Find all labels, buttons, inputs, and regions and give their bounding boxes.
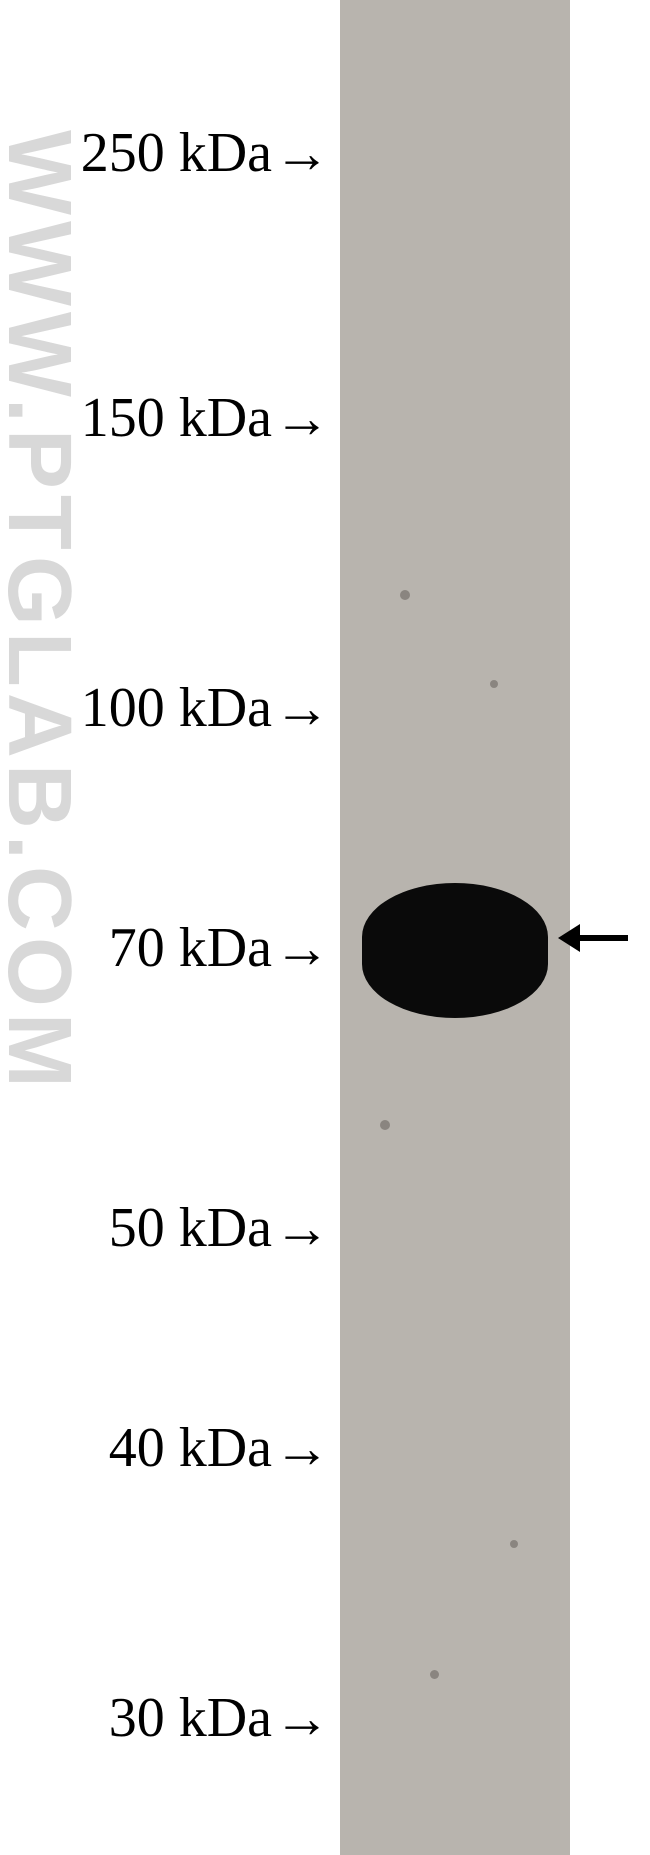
arrow-head-icon — [558, 924, 580, 952]
marker-label: 70 kDa — [109, 916, 272, 980]
molecular-weight-markers: 250 kDa → 150 kDa → 100 kDa → 70 kDa → 5… — [0, 0, 330, 1855]
marker-arrow-icon: → — [274, 915, 330, 980]
marker-50kda: 50 kDa → — [109, 1195, 330, 1260]
marker-150kda: 150 kDa → — [81, 385, 330, 450]
marker-label: 250 kDa — [81, 121, 272, 185]
lane-speck — [380, 1120, 390, 1130]
lane-speck — [400, 590, 410, 600]
marker-250kda: 250 kDa → — [81, 120, 330, 185]
marker-100kda: 100 kDa → — [81, 675, 330, 740]
marker-arrow-icon: → — [274, 1195, 330, 1260]
marker-label: 40 kDa — [109, 1416, 272, 1480]
marker-label: 100 kDa — [81, 676, 272, 740]
marker-label: 50 kDa — [109, 1196, 272, 1260]
marker-arrow-icon: → — [274, 120, 330, 185]
marker-arrow-icon: → — [274, 675, 330, 740]
lane-speck — [490, 680, 498, 688]
marker-arrow-icon: → — [274, 385, 330, 450]
marker-40kda: 40 kDa → — [109, 1415, 330, 1480]
marker-label: 30 kDa — [109, 1686, 272, 1750]
arrow-line-icon — [580, 935, 628, 941]
lane-speck — [510, 1540, 518, 1548]
blot-lane — [340, 0, 570, 1855]
target-band-arrow-icon — [580, 935, 628, 941]
marker-arrow-icon: → — [274, 1415, 330, 1480]
lane-speck — [430, 1670, 439, 1679]
protein-band — [362, 883, 548, 1018]
marker-arrow-icon: → — [274, 1685, 330, 1750]
marker-label: 150 kDa — [81, 386, 272, 450]
marker-30kda: 30 kDa → — [109, 1685, 330, 1750]
marker-70kda: 70 kDa → — [109, 915, 330, 980]
western-blot-figure: WWW.PTGLAB.COM 250 kDa → 150 kDa → 100 k… — [0, 0, 650, 1855]
